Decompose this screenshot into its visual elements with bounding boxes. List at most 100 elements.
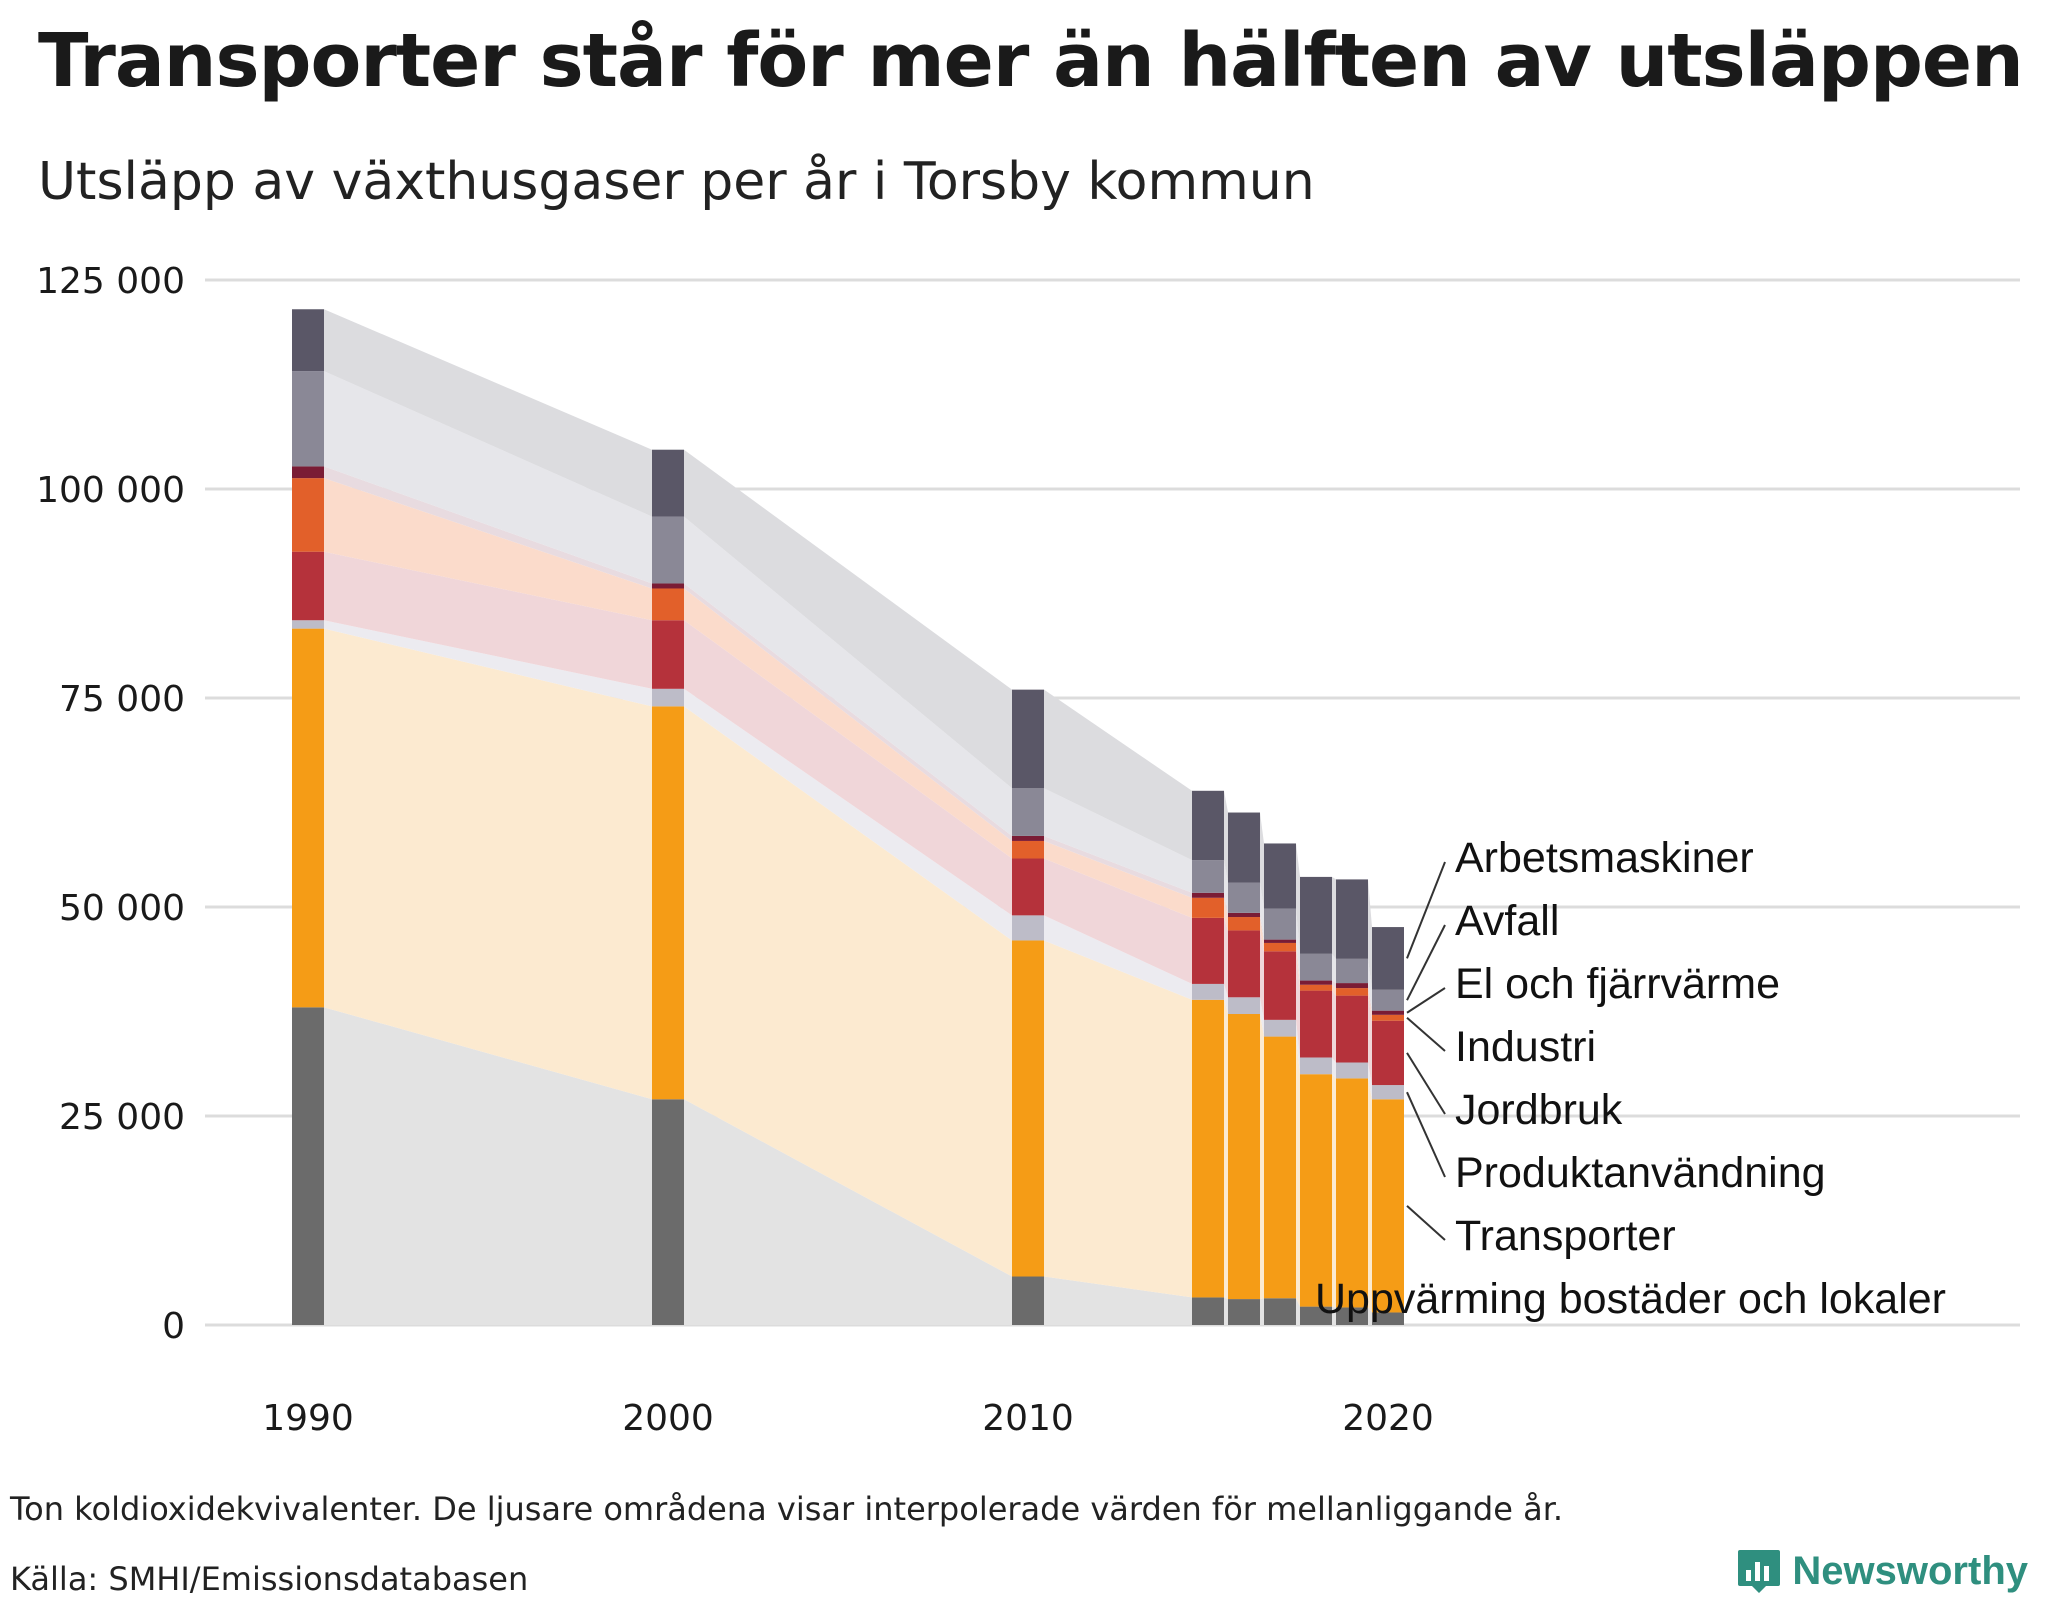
newsworthy-logo[interactable]: Newsworthy [1736, 1548, 2028, 1594]
y-tick-label: 0 [162, 1306, 185, 1347]
bar-segment-2020-industri [1372, 1014, 1404, 1021]
band-produktanv-ndning [1044, 915, 1192, 1000]
bar-segment-2015-produktanv-ndning [1192, 983, 1224, 1000]
band-produktanv-ndning [1260, 997, 1264, 1037]
band-jordbruk [1332, 990, 1336, 1063]
bar-segment-2015-el-och-fj-rrv-rme [1192, 892, 1224, 898]
series-label-transporter: Transporter [1455, 1212, 1676, 1260]
bar-segment-2019-industri [1336, 988, 1368, 996]
bar-segment-2016-jordbruk [1228, 930, 1260, 998]
band-uppv-rming-bost-der-och-lokaler [684, 1099, 1012, 1325]
bar-segment-2000-avfall [652, 516, 684, 584]
footnote: Ton koldioxidekvivalenter. De ljusare om… [10, 1490, 1564, 1528]
bar-segment-2000-produktanv-ndning [652, 688, 684, 707]
band-transporter [1224, 999, 1228, 1300]
band-transporter [1296, 1036, 1300, 1307]
bar-segment-2016-arbetsmaskiner [1228, 812, 1260, 883]
bar-segment-2020-transporter [1372, 1099, 1404, 1313]
bar-segment-2015-industri [1192, 897, 1224, 918]
bar-segment-2015-uppv-rming-bost-der-och-lokaler [1192, 1297, 1224, 1325]
bar-segment-2019-transporter [1336, 1078, 1368, 1308]
band-el-och-fj-rrv-rme [1368, 983, 1372, 1015]
band-avfall [324, 371, 652, 584]
band-jordbruk [324, 551, 652, 689]
leader-line [1406, 1052, 1446, 1115]
y-tick-label: 50 000 [59, 888, 185, 929]
band-produktanv-ndning [1296, 1019, 1300, 1075]
bar-segment-2019-avfall [1336, 958, 1368, 984]
bar-segment-2000-uppv-rming-bost-der-och-lokaler [652, 1099, 684, 1325]
band-jordbruk [1260, 930, 1264, 1020]
band-uppv-rming-bost-der-och-lokaler [324, 1007, 652, 1325]
bar-segment-2015-transporter [1192, 999, 1224, 1298]
bar-segment-1990-uppv-rming-bost-der-och-lokaler [292, 1007, 324, 1325]
band-jordbruk [1044, 858, 1192, 984]
x-tick-label: 2020 [1342, 1398, 1434, 1439]
bar-segment-2010-transporter [1012, 940, 1044, 1277]
band-arbetsmaskiner [1260, 812, 1264, 909]
band-arbetsmaskiner [1368, 879, 1372, 990]
bar-segment-2010-produktanv-ndning [1012, 915, 1044, 941]
y-tick-label: 100 000 [36, 470, 185, 511]
band-produktanv-ndning [1368, 1062, 1372, 1100]
bar-segment-2020-produktanv-ndning [1372, 1085, 1404, 1100]
chart-subtitle: Utsläpp av växthusgaser per år i Torsby … [38, 152, 1315, 212]
bar-segment-2018-produktanv-ndning [1300, 1057, 1332, 1075]
bar-segment-2018-uppv-rming-bost-der-och-lokaler [1300, 1306, 1332, 1325]
leader-line [1406, 987, 1446, 1014]
bar-segment-2020-jordbruk [1372, 1020, 1404, 1086]
band-avfall [1044, 788, 1192, 893]
leader-line [1406, 924, 1446, 1001]
band-arbetsmaskiner [1332, 876, 1336, 959]
y-tick-label: 75 000 [59, 679, 185, 720]
brand-name: Newsworthy [1792, 1548, 2028, 1593]
bar-segment-2000-el-och-fj-rrv-rme [652, 583, 684, 589]
band-jordbruk [1296, 951, 1300, 1058]
bar-segment-2020-arbetsmaskiner [1372, 927, 1404, 990]
bar-segment-2018-avfall [1300, 953, 1332, 981]
band-avfall [1224, 860, 1228, 913]
bar-segment-2020-avfall [1372, 989, 1404, 1011]
bar-segment-2010-arbetsmaskiner [1012, 689, 1044, 789]
band-el-och-fj-rrv-rme [1224, 892, 1228, 918]
band-industri [324, 478, 652, 621]
band-uppv-rming-bost-der-och-lokaler [1044, 1276, 1192, 1325]
band-uppv-rming-bost-der-och-lokaler [1368, 1307, 1372, 1325]
bar-segment-2017-arbetsmaskiner [1264, 843, 1296, 909]
band-el-och-fj-rrv-rme [1296, 939, 1300, 985]
band-uppv-rming-bost-der-och-lokaler [1296, 1298, 1300, 1325]
bar-segment-1990-jordbruk [292, 551, 324, 621]
bar-segment-2015-arbetsmaskiner [1192, 790, 1224, 861]
bar-segment-2015-jordbruk [1192, 917, 1224, 984]
bar-segment-2017-produktanv-ndning [1264, 1019, 1296, 1037]
band-arbetsmaskiner [1224, 790, 1228, 883]
y-tick-label: 25 000 [59, 1097, 185, 1138]
band-uppv-rming-bost-der-och-lokaler [1224, 1297, 1228, 1325]
band-jordbruk [684, 620, 1012, 916]
bar-segment-2017-el-och-fj-rrv-rme [1264, 939, 1296, 943]
leader-line [1406, 1091, 1446, 1178]
band-el-och-fj-rrv-rme [1332, 980, 1336, 989]
band-transporter [1368, 1078, 1372, 1313]
bar-segment-2019-arbetsmaskiner [1336, 879, 1368, 959]
y-tick-label: 125 000 [36, 261, 185, 302]
band-industri [1044, 840, 1192, 918]
bar-segment-1990-arbetsmaskiner [292, 309, 324, 372]
series-label-industri: Industri [1455, 1023, 1596, 1071]
bar-segment-1990-produktanv-ndning [292, 620, 324, 629]
series-label-uppv-rming-bost-der-och-lokaler: Uppvärming bostäder och lokaler [1315, 1275, 1946, 1323]
bar-segment-2019-uppv-rming-bost-der-och-lokaler [1336, 1307, 1368, 1325]
bar-segment-2020-uppv-rming-bost-der-och-lokaler [1372, 1312, 1404, 1325]
band-transporter [1044, 940, 1192, 1298]
bar-segment-2019-jordbruk [1336, 995, 1368, 1063]
bar-segment-2017-avfall [1264, 908, 1296, 940]
series-label-produktanv-ndning: Produktanvändning [1455, 1149, 1826, 1197]
series-label-avfall: Avfall [1455, 897, 1559, 945]
bar-segment-2017-jordbruk [1264, 951, 1296, 1020]
band-transporter [1332, 1074, 1336, 1308]
label-leader-lines [1406, 861, 1446, 1241]
bar-segment-2000-transporter [652, 706, 684, 1100]
y-axis-ticks: 0 25 000 50 000 75 000 100 000 125 000 [36, 261, 185, 1347]
x-axis-ticks: 1990 2000 2010 2020 [262, 1398, 1434, 1439]
band-avfall [1296, 908, 1300, 981]
